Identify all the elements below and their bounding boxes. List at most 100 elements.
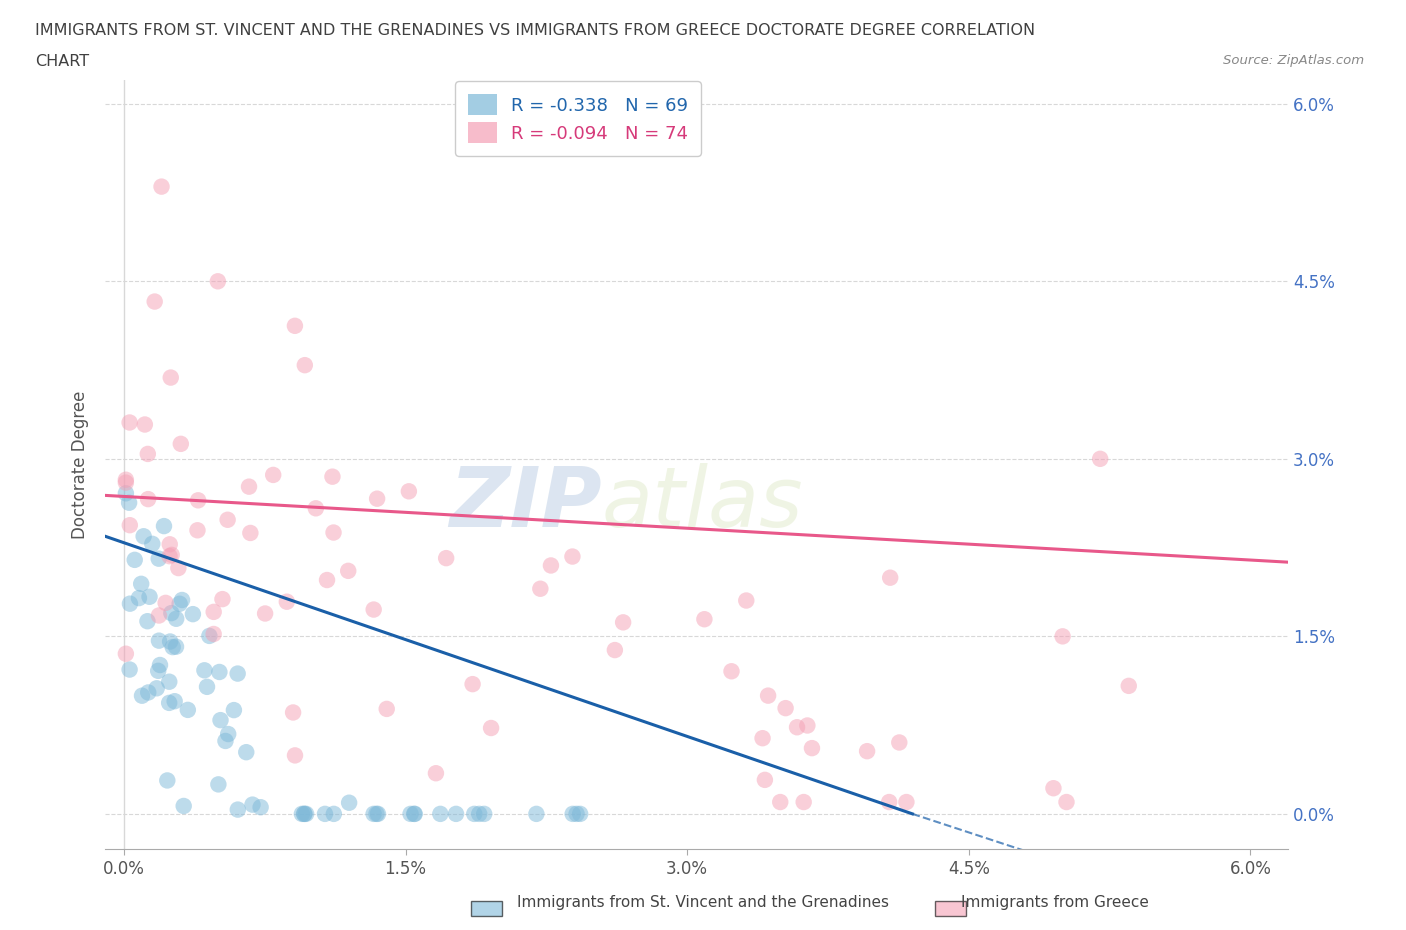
Point [294, 806, 316, 821]
Point [124, 552, 146, 567]
Point [163, 694, 186, 709]
Point [375, 701, 398, 716]
Point [305, 501, 328, 516]
Point [157, 696, 180, 711]
Point [148, 663, 170, 678]
Point [118, 518, 141, 533]
Point [366, 806, 388, 821]
Y-axis label: Doctorate Degree: Doctorate Degree [72, 391, 89, 538]
Point [136, 614, 159, 629]
Point [217, 726, 239, 741]
Point [128, 591, 150, 605]
Point [1056, 794, 1078, 809]
Point [896, 794, 918, 809]
Point [193, 663, 215, 678]
Point [207, 777, 229, 791]
Point [425, 765, 447, 780]
Point [1042, 781, 1064, 796]
Point [208, 665, 231, 680]
Point [202, 604, 225, 619]
Point [879, 570, 901, 585]
Point [751, 731, 773, 746]
Point [262, 468, 284, 483]
Point [148, 608, 170, 623]
Point [118, 662, 141, 677]
Point [211, 591, 233, 606]
Point [235, 745, 257, 760]
Point [143, 294, 166, 309]
Point [429, 806, 451, 821]
Point [796, 718, 818, 733]
Point [720, 664, 742, 679]
Point [1088, 451, 1111, 466]
Point [118, 415, 141, 430]
Point [769, 794, 792, 809]
Point [249, 800, 271, 815]
Text: IMMIGRANTS FROM ST. VINCENT AND THE GRENADINES VS IMMIGRANTS FROM GREECE DOCTORA: IMMIGRANTS FROM ST. VINCENT AND THE GREN… [35, 23, 1035, 38]
Point [775, 700, 797, 715]
Point [160, 548, 183, 563]
Point [157, 674, 180, 689]
Point [693, 612, 716, 627]
Point [145, 681, 167, 696]
Point [540, 558, 562, 573]
Point [162, 640, 184, 655]
Point [800, 740, 823, 755]
Point [173, 799, 195, 814]
Point [565, 806, 588, 821]
Point [793, 794, 815, 809]
Point [214, 734, 236, 749]
Point [756, 688, 779, 703]
Point [322, 806, 344, 821]
Point [209, 712, 232, 727]
Point [367, 806, 389, 821]
Text: CHART: CHART [35, 54, 89, 69]
Legend: R = -0.338   N = 69, R = -0.094   N = 74: R = -0.338 N = 69, R = -0.094 N = 74 [456, 82, 702, 155]
Text: Immigrants from St. Vincent and the Grenadines: Immigrants from St. Vincent and the Gren… [517, 895, 889, 910]
Point [226, 803, 249, 817]
Point [856, 744, 879, 759]
Point [150, 179, 173, 194]
Point [226, 666, 249, 681]
Point [479, 721, 502, 736]
Point [222, 703, 245, 718]
Point [165, 611, 187, 626]
Point [294, 358, 316, 373]
Point [118, 496, 141, 511]
Point [148, 633, 170, 648]
Point [363, 602, 385, 617]
Point [153, 519, 176, 534]
Point [159, 370, 181, 385]
Point [115, 475, 138, 490]
Point [160, 605, 183, 620]
Point [170, 592, 193, 607]
Point [149, 658, 172, 672]
Point [612, 615, 634, 630]
Point [291, 806, 314, 821]
Point [472, 806, 495, 821]
Point [314, 806, 336, 821]
Point [529, 581, 551, 596]
Point [159, 634, 181, 649]
Point [366, 491, 388, 506]
Point [337, 564, 360, 578]
Point [195, 680, 218, 695]
Point [284, 318, 307, 333]
Point [786, 720, 808, 735]
Point [276, 594, 298, 609]
Point [754, 773, 776, 788]
Point [159, 537, 181, 551]
Point [148, 551, 170, 566]
Point [155, 595, 177, 610]
Point [129, 577, 152, 591]
Point [202, 627, 225, 642]
Point [167, 561, 190, 576]
Point [115, 472, 138, 487]
Point [1118, 678, 1140, 693]
Point [239, 525, 262, 540]
Point [524, 806, 547, 821]
Point [281, 705, 304, 720]
Point [198, 629, 221, 644]
Point [877, 794, 900, 809]
Text: atlas: atlas [602, 463, 804, 544]
